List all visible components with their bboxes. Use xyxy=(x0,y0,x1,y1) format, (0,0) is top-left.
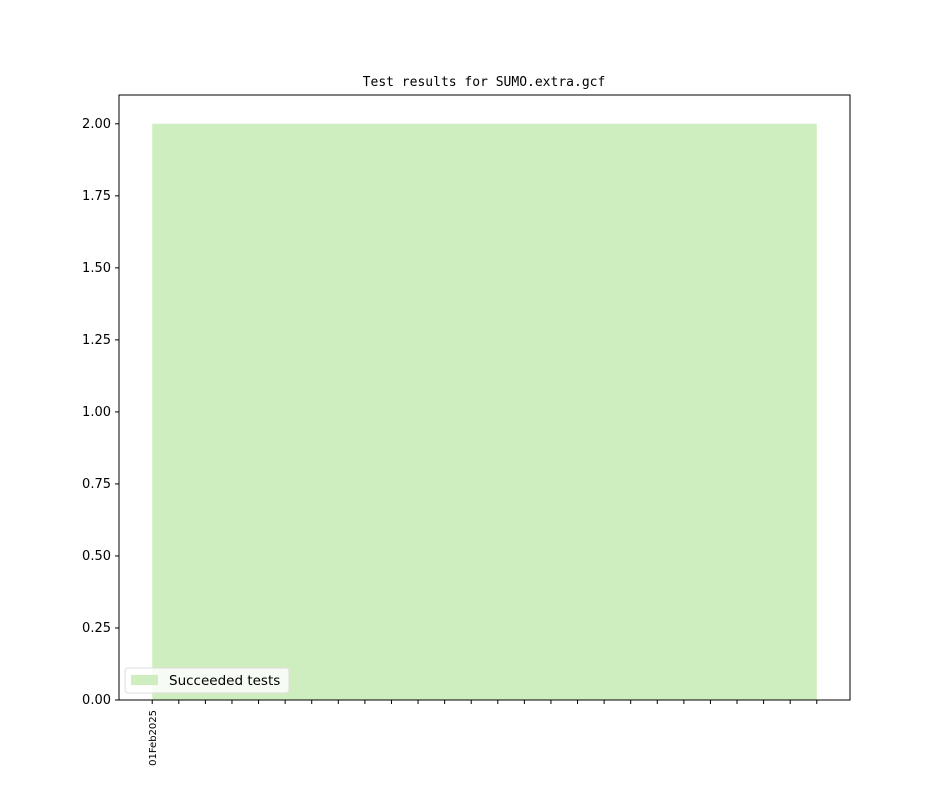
legend-label: Succeeded tests xyxy=(169,673,280,689)
axes-frame xyxy=(118,94,851,701)
y-tick-label: 2.00 xyxy=(82,117,111,132)
y-tick-label: 1.50 xyxy=(82,261,111,276)
legend-box xyxy=(124,667,290,694)
x-tick-label: 01Feb2025 xyxy=(148,710,159,766)
y-tick-label: 0.50 xyxy=(82,549,111,564)
y-tick-label: 1.00 xyxy=(82,405,111,420)
y-tick-label: 0.00 xyxy=(82,693,111,708)
legend-swatch xyxy=(131,675,158,685)
y-tick-label: 1.25 xyxy=(82,333,111,348)
y-tick-label: 0.25 xyxy=(82,621,111,636)
y-tick-label: 0.75 xyxy=(82,477,111,492)
chart-title: Test results for SUMO.extra.gcf xyxy=(363,75,606,90)
area-series-0 xyxy=(152,123,817,701)
y-tick-label: 1.75 xyxy=(82,189,111,204)
